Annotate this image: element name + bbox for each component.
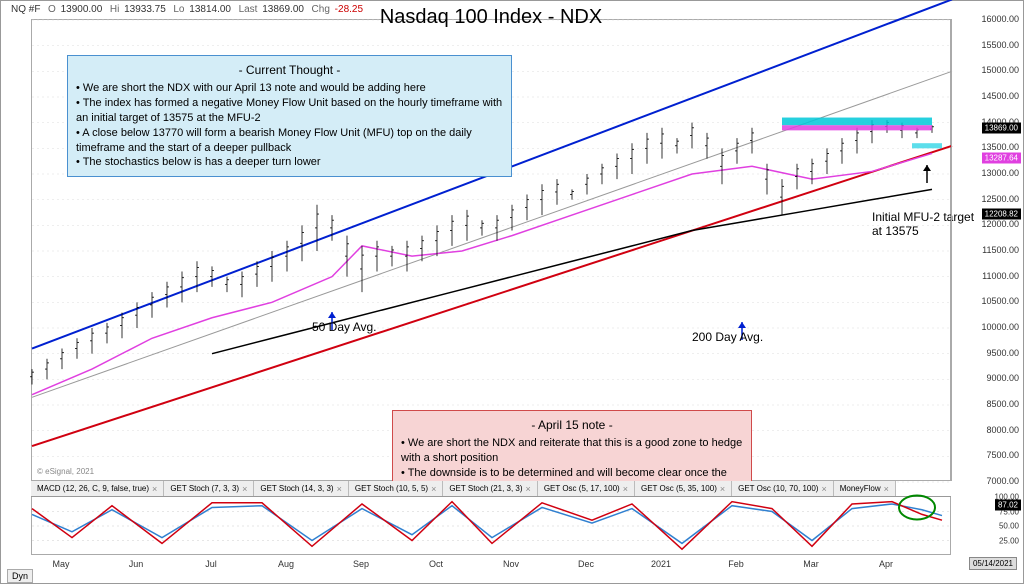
main-price-chart[interactable]: Nasdaq 100 Index - NDX - Current Thought… xyxy=(31,19,951,481)
indicator-tab[interactable]: GET Osc (5, 35, 100)× xyxy=(635,481,732,496)
x-tick: Apr xyxy=(879,559,893,569)
y-tick: 13000.00 xyxy=(981,168,1019,178)
x-tick: Aug xyxy=(278,559,294,569)
y-tick: 8000.00 xyxy=(986,425,1019,435)
copyright: © eSignal, 2021 xyxy=(37,467,94,476)
close-icon[interactable]: × xyxy=(720,484,725,494)
stochastics-panel[interactable] xyxy=(31,497,951,555)
x-tick: Jun xyxy=(129,559,144,569)
indicator-tab[interactable]: GET Stoch (7, 3, 3)× xyxy=(164,481,254,496)
indicator-tab[interactable]: GET Osc (10, 70, 100)× xyxy=(732,481,834,496)
y-tick: 10500.00 xyxy=(981,296,1019,306)
y-tick: 9500.00 xyxy=(986,348,1019,358)
y-tick: 16000.00 xyxy=(981,14,1019,24)
y-tick: 8500.00 xyxy=(986,399,1019,409)
x-tick: Mar xyxy=(803,559,819,569)
close-icon[interactable]: × xyxy=(884,484,889,494)
indicator-tab[interactable]: GET Stoch (14, 3, 3)× xyxy=(254,481,348,496)
stochastics-svg xyxy=(32,497,950,554)
indicator-tab[interactable]: GET Osc (5, 17, 100)× xyxy=(538,481,635,496)
dyn-button[interactable]: Dyn xyxy=(7,569,33,583)
x-tick: Feb xyxy=(728,559,744,569)
y-tick: 11500.00 xyxy=(982,245,1019,255)
close-icon[interactable]: × xyxy=(242,484,247,494)
x-tick: Sep xyxy=(353,559,369,569)
stoch-y-tick: 50.00 xyxy=(999,522,1019,531)
y-axis: 16000.0015500.0015000.0014500.0014000.00… xyxy=(951,19,1023,481)
y-tick: 7500.00 xyxy=(986,450,1019,460)
price-marker: 13869.00 xyxy=(982,123,1021,134)
y-tick: 9000.00 xyxy=(986,373,1019,383)
x-tick: Oct xyxy=(429,559,443,569)
close-icon[interactable]: × xyxy=(821,484,826,494)
cursor-date: 05/14/2021 xyxy=(969,557,1017,570)
close-icon[interactable]: × xyxy=(431,484,436,494)
annotation-ma50_label: 50 Day Avg. xyxy=(312,320,377,334)
price-marker: 12208.82 xyxy=(982,208,1021,219)
x-tick: May xyxy=(52,559,69,569)
y-tick: 12000.00 xyxy=(981,219,1019,229)
symbol: NQ #F xyxy=(11,4,40,15)
x-tick: Dec xyxy=(578,559,594,569)
y-tick: 14500.00 xyxy=(981,91,1019,101)
indicator-tabs: MACD (12, 26, C, 9, false, true)×GET Sto… xyxy=(31,481,951,497)
y-tick: 13500.00 xyxy=(981,142,1019,152)
y-tick: 15000.00 xyxy=(981,65,1019,75)
current-thought-box: - Current Thought -• We are short the ND… xyxy=(67,55,512,177)
x-axis: May Jun Jul Aug Sep Oct Nov Dec 2021 Feb Mar Apr xyxy=(31,557,951,573)
y-tick: 12500.00 xyxy=(981,194,1019,204)
close-icon[interactable]: × xyxy=(337,484,342,494)
stoch-value-marker: 87.02 xyxy=(995,499,1021,510)
y-tick: 15500.00 xyxy=(981,40,1019,50)
indicator-tab[interactable]: MoneyFlow× xyxy=(834,481,896,496)
x-tick: 2021 xyxy=(651,559,671,569)
y-tick: 11000.00 xyxy=(982,271,1019,281)
y-tick: 10000.00 xyxy=(981,322,1019,332)
x-tick: Jul xyxy=(205,559,217,569)
chart-window: NQ #F O 13900.00 Hi 13933.75 Lo 13814.00… xyxy=(0,0,1024,584)
close-icon[interactable]: × xyxy=(526,484,531,494)
close-icon[interactable]: × xyxy=(152,484,157,494)
indicator-tab[interactable]: GET Stoch (21, 3, 3)× xyxy=(443,481,537,496)
y-tick: 7000.00 xyxy=(986,476,1019,486)
x-tick: Nov xyxy=(503,559,519,569)
indicator-tab[interactable]: GET Stoch (10, 5, 5)× xyxy=(349,481,443,496)
ohlc-bar: NQ #F O 13900.00 Hi 13933.75 Lo 13814.00… xyxy=(11,4,365,15)
stochastics-y-axis: 100.0075.0050.0025.0087.02 xyxy=(951,497,1023,555)
price-marker: 13287.64 xyxy=(982,153,1021,164)
close-icon[interactable]: × xyxy=(623,484,628,494)
indicator-tab[interactable]: MACD (12, 26, C, 9, false, true)× xyxy=(31,481,164,496)
stoch-y-tick: 25.00 xyxy=(999,536,1019,545)
annotation-ma200_label: 200 Day Avg. xyxy=(692,330,763,344)
